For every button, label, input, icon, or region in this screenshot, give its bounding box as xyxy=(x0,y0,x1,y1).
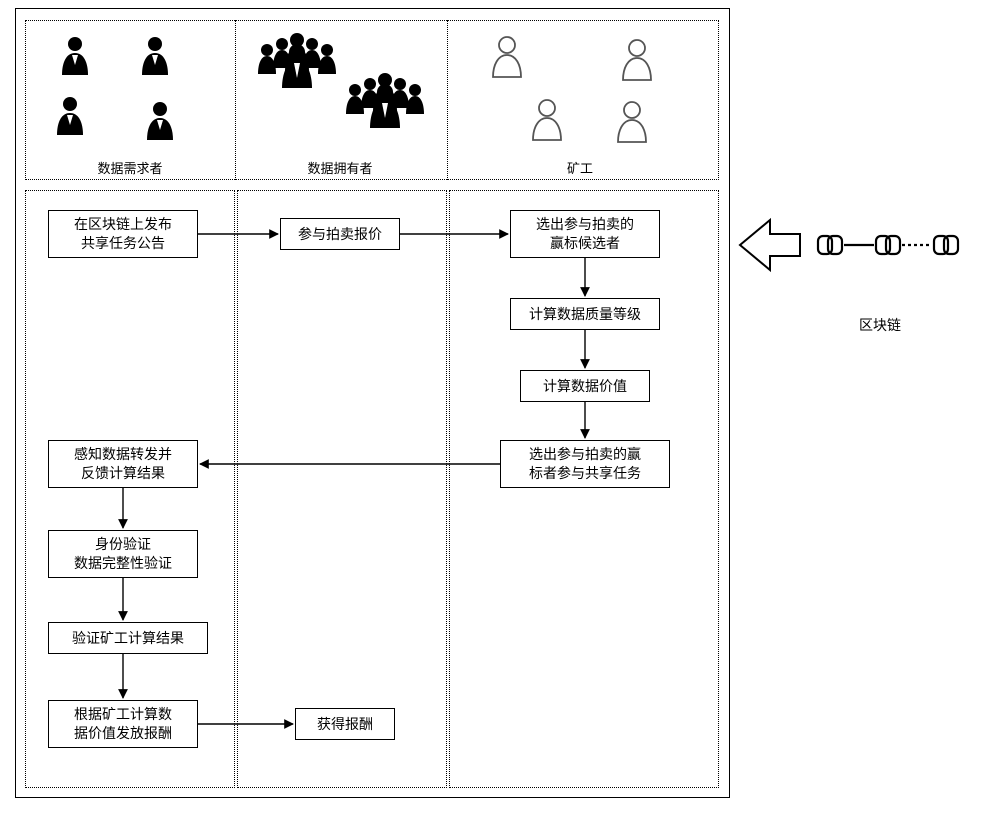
node-get-paid: 获得报酬 xyxy=(295,708,395,740)
node-data-value: 计算数据价值 xyxy=(520,370,650,402)
node-select-candidates: 选出参与拍卖的 赢标候选者 xyxy=(510,210,660,258)
top-div-2 xyxy=(447,20,448,180)
role-miner-label: 矿工 xyxy=(560,158,600,177)
miner-icon xyxy=(615,100,649,144)
miner-icon xyxy=(490,35,524,79)
blockchain-label: 区块链 xyxy=(850,315,910,335)
top-div-1 xyxy=(235,20,236,180)
col-owner xyxy=(237,190,447,788)
node-verify-result: 验证矿工计算结果 xyxy=(48,622,208,654)
node-bid: 参与拍卖报价 xyxy=(280,218,400,250)
node-quality-level: 计算数据质量等级 xyxy=(510,298,660,330)
node-select-winners: 选出参与拍卖的赢 标者参与共享任务 xyxy=(500,440,670,488)
person-icon xyxy=(60,35,90,80)
role-requester-label: 数据需求者 xyxy=(90,158,170,177)
chain-icon xyxy=(818,236,958,254)
big-arrow-left xyxy=(740,220,800,270)
node-forward-feedback: 感知数据转发并 反馈计算结果 xyxy=(48,440,198,488)
crowd-icon xyxy=(252,30,342,95)
node-publish-task: 在区块链上发布 共享任务公告 xyxy=(48,210,198,258)
node-identity-integrity: 身份验证 数据完整性验证 xyxy=(48,530,198,578)
person-icon xyxy=(140,35,170,80)
node-pay-by-value: 根据矿工计算数 据价值发放报酬 xyxy=(48,700,198,748)
role-owner-label: 数据拥有者 xyxy=(300,158,380,177)
miner-icon xyxy=(530,98,564,142)
crowd-icon xyxy=(340,70,430,135)
col-requester xyxy=(25,190,235,788)
diagram-canvas: 数据需求者 数据拥有者 矿工 xyxy=(0,0,1000,836)
person-icon xyxy=(145,100,175,145)
miner-icon xyxy=(620,38,654,82)
person-icon xyxy=(55,95,85,140)
col-miner xyxy=(449,190,719,788)
